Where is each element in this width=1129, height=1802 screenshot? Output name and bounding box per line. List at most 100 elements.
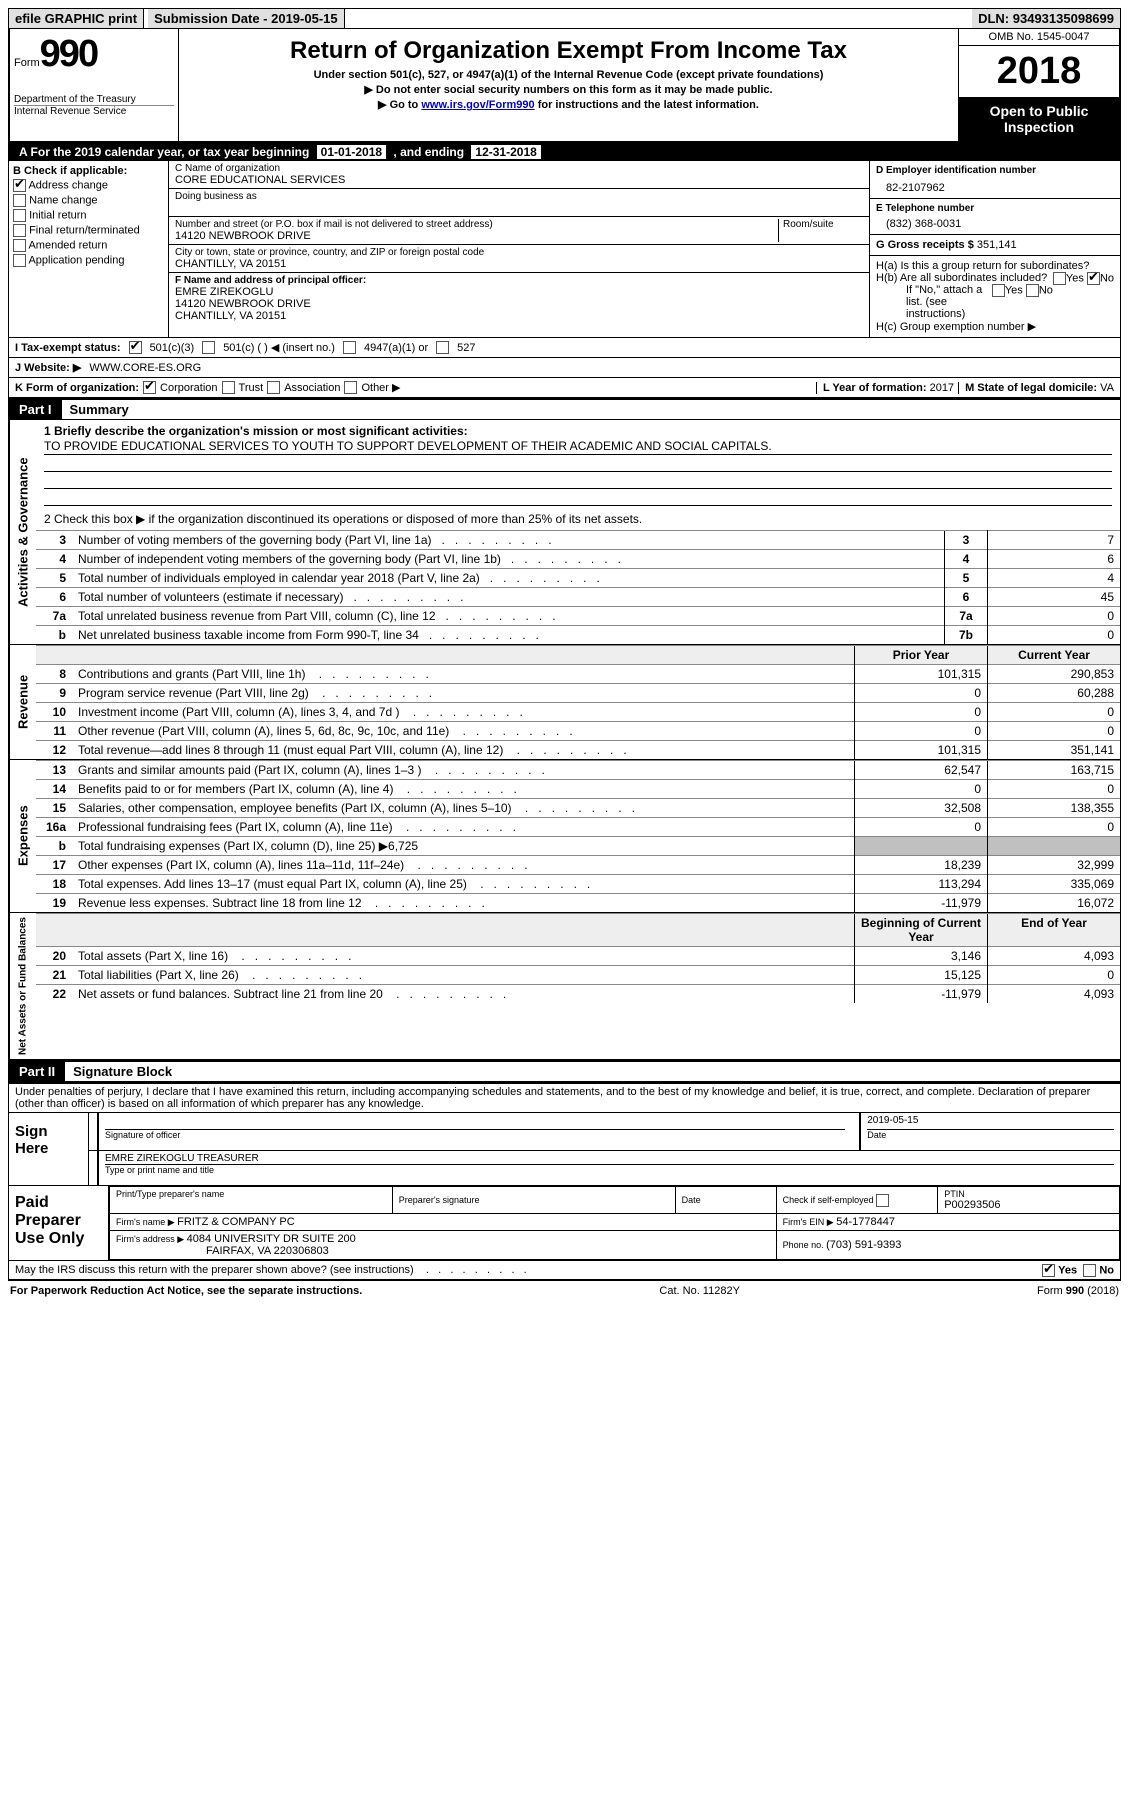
- checkbox-association[interactable]: [267, 381, 280, 394]
- gross-label: G Gross receipts $: [876, 239, 977, 251]
- side-label-revenue: Revenue: [9, 645, 36, 759]
- part1-header: Part I Summary: [8, 398, 1121, 420]
- room-label: Room/suite: [783, 219, 863, 230]
- officer-addr1: 14120 NEWBROOK DRIVE: [175, 298, 863, 310]
- discuss-yes[interactable]: [1042, 1264, 1055, 1277]
- officer-label: F Name and address of principal officer:: [175, 275, 366, 286]
- subtitle-3a: ▶ Go to: [378, 99, 421, 111]
- sign-here-label: Sign Here: [9, 1112, 89, 1185]
- omb-number: OMB No. 1545-0047: [959, 29, 1119, 46]
- checkbox-4947[interactable]: [343, 341, 356, 354]
- checkbox-address-change[interactable]: [13, 179, 26, 192]
- firm-addr1: 4084 UNIVERSITY DR SUITE 200: [187, 1233, 356, 1245]
- efile-link[interactable]: efile GRAPHIC print: [15, 11, 137, 26]
- officer-addr2: CHANTILLY, VA 20151: [175, 310, 863, 322]
- subtitle-1: Under section 501(c), 527, or 4947(a)(1)…: [314, 69, 824, 81]
- street-label: Number and street (or P.O. box if mail i…: [175, 219, 778, 230]
- ha-no[interactable]: [1087, 272, 1100, 285]
- row-j-label: J Website: ▶: [15, 361, 81, 374]
- city-label: City or town, state or province, country…: [175, 247, 863, 258]
- year-formation: 2017: [930, 382, 954, 394]
- state-domicile: VA: [1100, 382, 1114, 394]
- part2-header: Part II Signature Block: [8, 1060, 1121, 1082]
- form-word: Form: [14, 57, 40, 69]
- ha-label: H(a) Is this a group return for subordin…: [876, 260, 1089, 272]
- checkbox-501c[interactable]: [202, 341, 215, 354]
- part1-tag: Part I: [9, 400, 62, 419]
- footer-left: For Paperwork Reduction Act Notice, see …: [10, 1285, 362, 1297]
- checkbox-initial-return[interactable]: [13, 209, 26, 222]
- col-b-checkboxes: B Check if applicable: Address change Na…: [9, 161, 169, 337]
- hb-label: H(b) Are all subordinates included?: [876, 272, 1047, 284]
- checkbox-amended[interactable]: [13, 239, 26, 252]
- checkbox-other[interactable]: [344, 381, 357, 394]
- dln-label: DLN:: [978, 11, 1013, 26]
- row-k-label: K Form of organization:: [15, 382, 139, 394]
- side-label-expenses: Expenses: [9, 760, 36, 912]
- ein-label: D Employer identification number: [876, 165, 1114, 176]
- paid-preparer-label: Paid Preparer Use Only: [9, 1186, 109, 1260]
- firm-addr2: FAIRFAX, VA 220306803: [116, 1245, 329, 1257]
- preparer-phone: (703) 591-9393: [826, 1239, 901, 1251]
- website-value: WWW.CORE-ES.ORG: [89, 362, 201, 374]
- net-assets-table: Beginning of Current YearEnd of Year20To…: [36, 913, 1120, 1003]
- line2-text: 2 Check this box ▶ if the organization d…: [44, 512, 1112, 526]
- col-b-label: B Check if applicable:: [13, 165, 127, 177]
- governance-table: 3Number of voting members of the governi…: [36, 530, 1120, 644]
- checkbox-name-change[interactable]: [13, 194, 26, 207]
- inspect-2: Inspection: [1004, 119, 1074, 135]
- checkbox-527[interactable]: [436, 341, 449, 354]
- tax-period-row: A For the 2019 calendar year, or tax yea…: [9, 143, 1120, 161]
- hc-label: H(c) Group exemption number ▶: [876, 320, 1114, 333]
- ein-value: 82-2107962: [876, 176, 1114, 194]
- date-hint: Date: [867, 1130, 1114, 1140]
- checkbox-self-employed[interactable]: [876, 1194, 889, 1207]
- side-label-net: Net Assets or Fund Balances: [9, 913, 36, 1059]
- firm-ein: 54-1778447: [836, 1216, 895, 1228]
- hb-no[interactable]: [1026, 284, 1039, 297]
- top-bar: efile GRAPHIC print Submission Date - 20…: [8, 8, 1121, 29]
- part2-title: Signature Block: [65, 1062, 180, 1081]
- hb-yes[interactable]: [992, 284, 1005, 297]
- part2-tag: Part II: [9, 1062, 65, 1081]
- mission-text: TO PROVIDE EDUCATIONAL SERVICES TO YOUTH…: [44, 438, 1112, 455]
- subtitle-3b: for instructions and the latest informat…: [535, 99, 759, 111]
- discuss-question: May the IRS discuss this return with the…: [15, 1264, 414, 1276]
- officer-printed-name: EMRE ZIREKOGLU TREASURER: [105, 1153, 1114, 1165]
- gross-value: 351,141: [977, 239, 1017, 251]
- page-footer: For Paperwork Reduction Act Notice, see …: [8, 1280, 1121, 1301]
- ha-yes[interactable]: [1053, 272, 1066, 285]
- phone-label: E Telephone number: [876, 203, 1114, 214]
- side-label-governance: Activities & Governance: [9, 420, 36, 644]
- dln-value: 93493135098699: [1013, 11, 1114, 26]
- checkbox-trust[interactable]: [222, 381, 235, 394]
- name-hint: Type or print name and title: [105, 1165, 1114, 1175]
- form-header: Form990 Department of the Treasury Inter…: [8, 29, 1121, 143]
- perjury-declaration: Under penalties of perjury, I declare th…: [9, 1084, 1120, 1112]
- phone-value: (832) 368-0031: [876, 214, 1114, 230]
- city-value: CHANTILLY, VA 20151: [175, 258, 863, 270]
- instructions-link[interactable]: www.irs.gov/Form990: [421, 99, 534, 111]
- tax-year: 2018: [959, 46, 1119, 97]
- checkbox-corporation[interactable]: [143, 381, 156, 394]
- inspect-1: Open to Public: [990, 103, 1089, 119]
- org-name: CORE EDUCATIONAL SERVICES: [175, 174, 863, 186]
- submission-label: Submission Date -: [154, 11, 271, 26]
- dept-treasury: Department of the Treasury: [14, 94, 174, 105]
- form-title: Return of Organization Exempt From Incom…: [187, 37, 950, 65]
- checkbox-final-return[interactable]: [13, 224, 26, 237]
- ptin-value: P00293506: [944, 1199, 1113, 1211]
- officer-name: EMRE ZIREKOGLU: [175, 286, 863, 298]
- submission-date: 2019-05-15: [271, 11, 338, 26]
- dept-irs: Internal Revenue Service: [14, 105, 174, 117]
- revenue-table: Prior YearCurrent Year8Contributions and…: [36, 645, 1120, 759]
- form-number: 990: [40, 33, 97, 75]
- checkbox-application-pending[interactable]: [13, 254, 26, 267]
- discuss-no[interactable]: [1083, 1264, 1096, 1277]
- subtitle-2: ▶ Do not enter social security numbers o…: [364, 84, 772, 96]
- checkbox-501c3[interactable]: [129, 341, 142, 354]
- footer-mid: Cat. No. 11282Y: [659, 1285, 740, 1297]
- sig-officer-hint: Signature of officer: [105, 1130, 845, 1140]
- dba-label: Doing business as: [175, 191, 863, 202]
- expenses-table: 13Grants and similar amounts paid (Part …: [36, 760, 1120, 912]
